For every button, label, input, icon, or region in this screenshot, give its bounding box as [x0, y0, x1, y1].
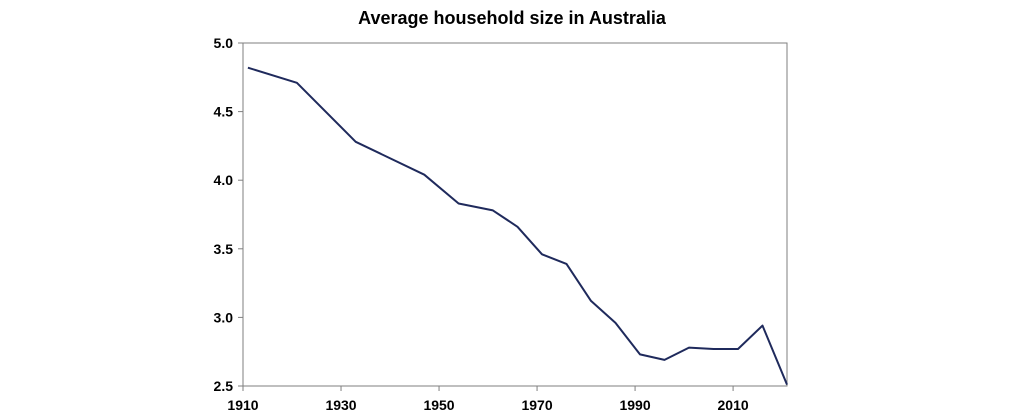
y-axis: 2.5 3.0 3.5 4.0 4.5 5.0	[214, 35, 243, 394]
x-tick-label: 1910	[227, 397, 258, 413]
series-group	[247, 66, 788, 385]
y-tick-label: 4.5	[214, 104, 234, 120]
series-line	[247, 66, 788, 385]
y-tick-label: 5.0	[214, 35, 234, 51]
x-axis: 1910 1930 1950 1970 1990 2010	[227, 386, 749, 413]
x-tick-label: 1950	[423, 397, 454, 413]
y-tick-label: 3.5	[214, 241, 234, 257]
x-tick-label: 1930	[325, 397, 356, 413]
x-tick-label: 1990	[619, 397, 650, 413]
y-tick-label: 4.0	[214, 172, 234, 188]
x-tick-label: 2010	[718, 397, 749, 413]
plot-area	[242, 42, 788, 387]
y-tick-label: 2.5	[214, 378, 234, 394]
y-tick-label: 3.0	[214, 309, 234, 325]
chart-title: Average household size in Australia	[358, 8, 667, 28]
x-tick-label: 1970	[521, 397, 552, 413]
